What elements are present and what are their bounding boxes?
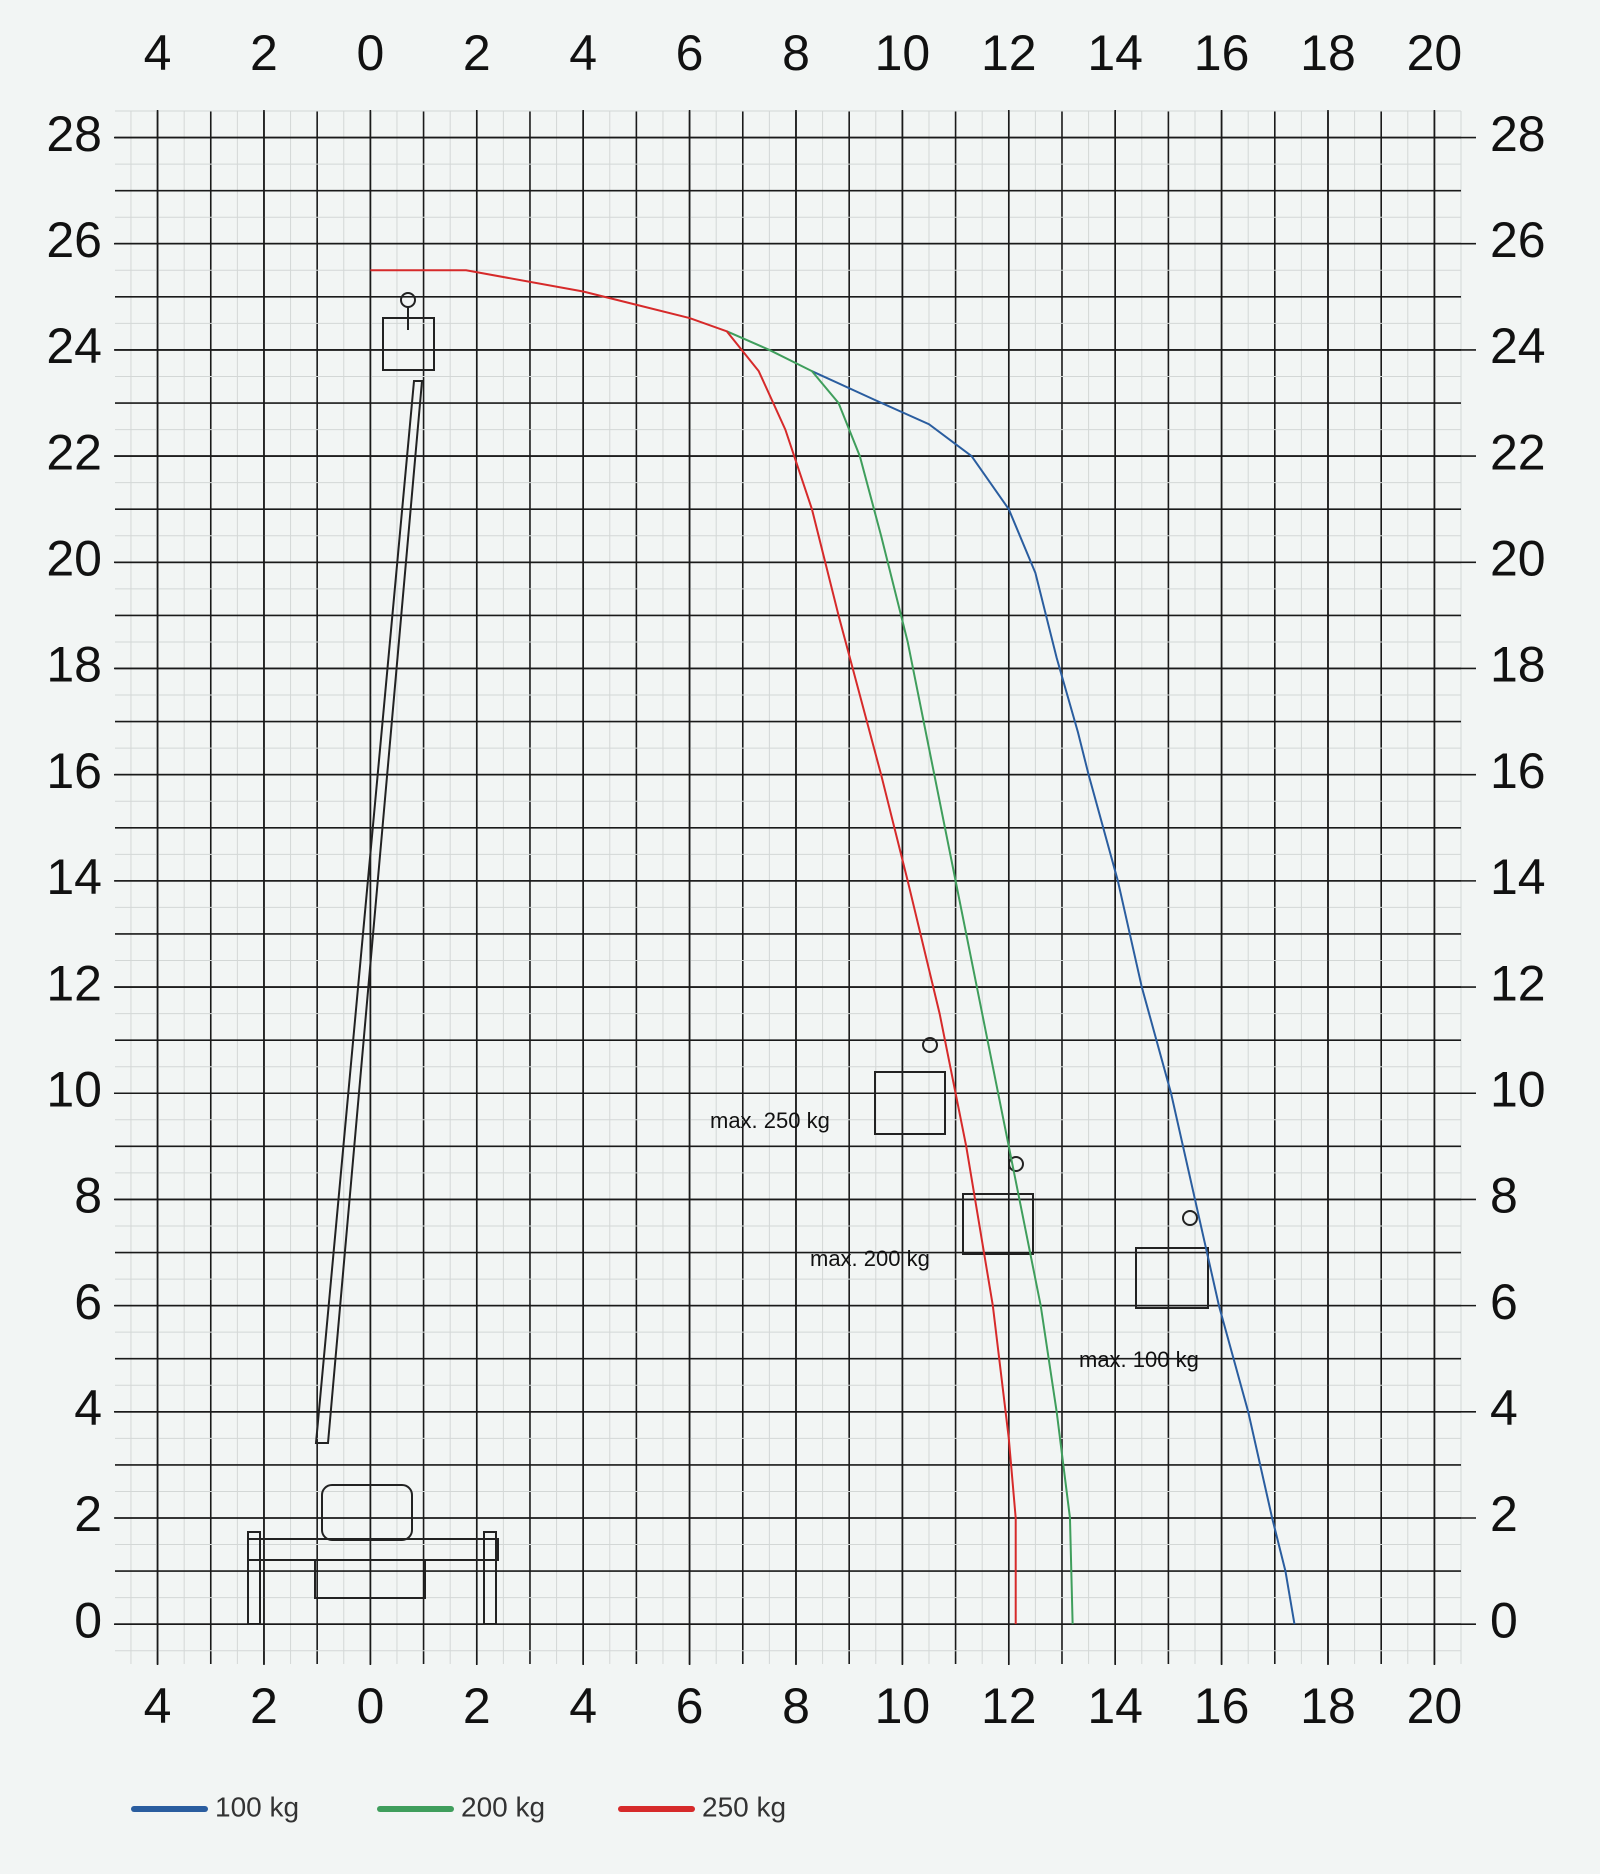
y-tick-label: 22 [1490,424,1546,480]
load-curve [726,330,1074,1625]
y-tick-label: 2 [74,1486,102,1542]
load-curve [370,269,1017,1625]
x-tick-label: 4 [144,1678,172,1734]
x-tick-label: 16 [1194,25,1250,81]
y-tick-label: 0 [74,1592,102,1648]
x-tick-label: 14 [1087,1678,1143,1734]
y-tick-label: 8 [74,1168,102,1224]
y-tick-label: 20 [1490,531,1546,587]
x-tick-label: 0 [356,25,384,81]
machine-drawing [247,292,1209,1625]
x-tick-label: 12 [981,1678,1037,1734]
x-tick-label: 0 [356,1678,384,1734]
operator [400,292,416,308]
basket [1135,1247,1209,1309]
x-tick-label: 4 [144,25,172,81]
outrigger [247,1538,499,1561]
y-tick-label: 2 [1490,1486,1518,1542]
x-tick-label: 6 [676,25,704,81]
boom [314,380,424,1444]
x-tick-label: 2 [463,25,491,81]
y-tick-label: 0 [1490,1592,1518,1648]
outrigger-leg [483,1531,497,1625]
y-tick-label: 26 [46,212,102,268]
x-tick-label: 4 [569,25,597,81]
y-tick-label: 24 [1490,318,1546,374]
y-tick-label: 26 [1490,212,1546,268]
x-tick-label: 2 [463,1678,491,1734]
load-curve [811,370,1296,1625]
operator [1182,1210,1198,1226]
outrigger-leg [247,1531,261,1625]
y-tick-label: 4 [74,1380,102,1436]
turret [321,1484,413,1541]
basket [962,1193,1034,1255]
annotation: max. 200 kg [810,1246,930,1271]
y-tick-label: 16 [46,743,102,799]
y-tick-label: 12 [46,955,102,1011]
y-tick-label: 28 [46,106,102,162]
y-tick-label: 6 [1490,1274,1518,1330]
annotation: max. 250 kg [710,1108,830,1133]
basket [874,1071,946,1135]
operator [922,1037,938,1053]
y-tick-label: 20 [46,531,102,587]
x-tick-label: 18 [1300,25,1356,81]
operator [1008,1156,1024,1172]
y-tick-label: 12 [1490,955,1546,1011]
y-tick-label: 14 [46,849,102,905]
x-tick-label: 4 [569,1678,597,1734]
legend-label: 250 kg [702,1791,786,1822]
chassis [314,1559,426,1599]
y-tick-label: 10 [46,1061,102,1117]
y-tick-label: 6 [74,1274,102,1330]
x-tick-label: 10 [875,1678,931,1734]
annotation: max. 100 kg [1079,1347,1199,1372]
x-tick-label: 2 [250,1678,278,1734]
y-tick-label: 4 [1490,1380,1518,1436]
y-tick-label: 16 [1490,743,1546,799]
x-tick-label: 6 [676,1678,704,1734]
legend-label: 100 kg [215,1791,299,1822]
x-tick-label: 20 [1407,1678,1463,1734]
x-tick-label: 16 [1194,1678,1250,1734]
x-tick-label: 2 [250,25,278,81]
y-tick-label: 22 [46,424,102,480]
x-tick-label: 20 [1407,25,1463,81]
y-tick-label: 8 [1490,1168,1518,1224]
x-tick-label: 8 [782,25,810,81]
x-tick-label: 14 [1087,25,1143,81]
legend-label: 200 kg [461,1791,545,1822]
y-tick-label: 18 [46,637,102,693]
y-tick-label: 28 [1490,106,1546,162]
y-tick-label: 14 [1490,849,1546,905]
grid [114,110,1476,1665]
y-tick-label: 10 [1490,1061,1546,1117]
y-tick-label: 24 [46,318,102,374]
x-tick-label: 18 [1300,1678,1356,1734]
x-tick-label: 12 [981,25,1037,81]
y-tick-label: 18 [1490,637,1546,693]
x-tick-label: 10 [875,25,931,81]
x-tick-label: 8 [782,1678,810,1734]
